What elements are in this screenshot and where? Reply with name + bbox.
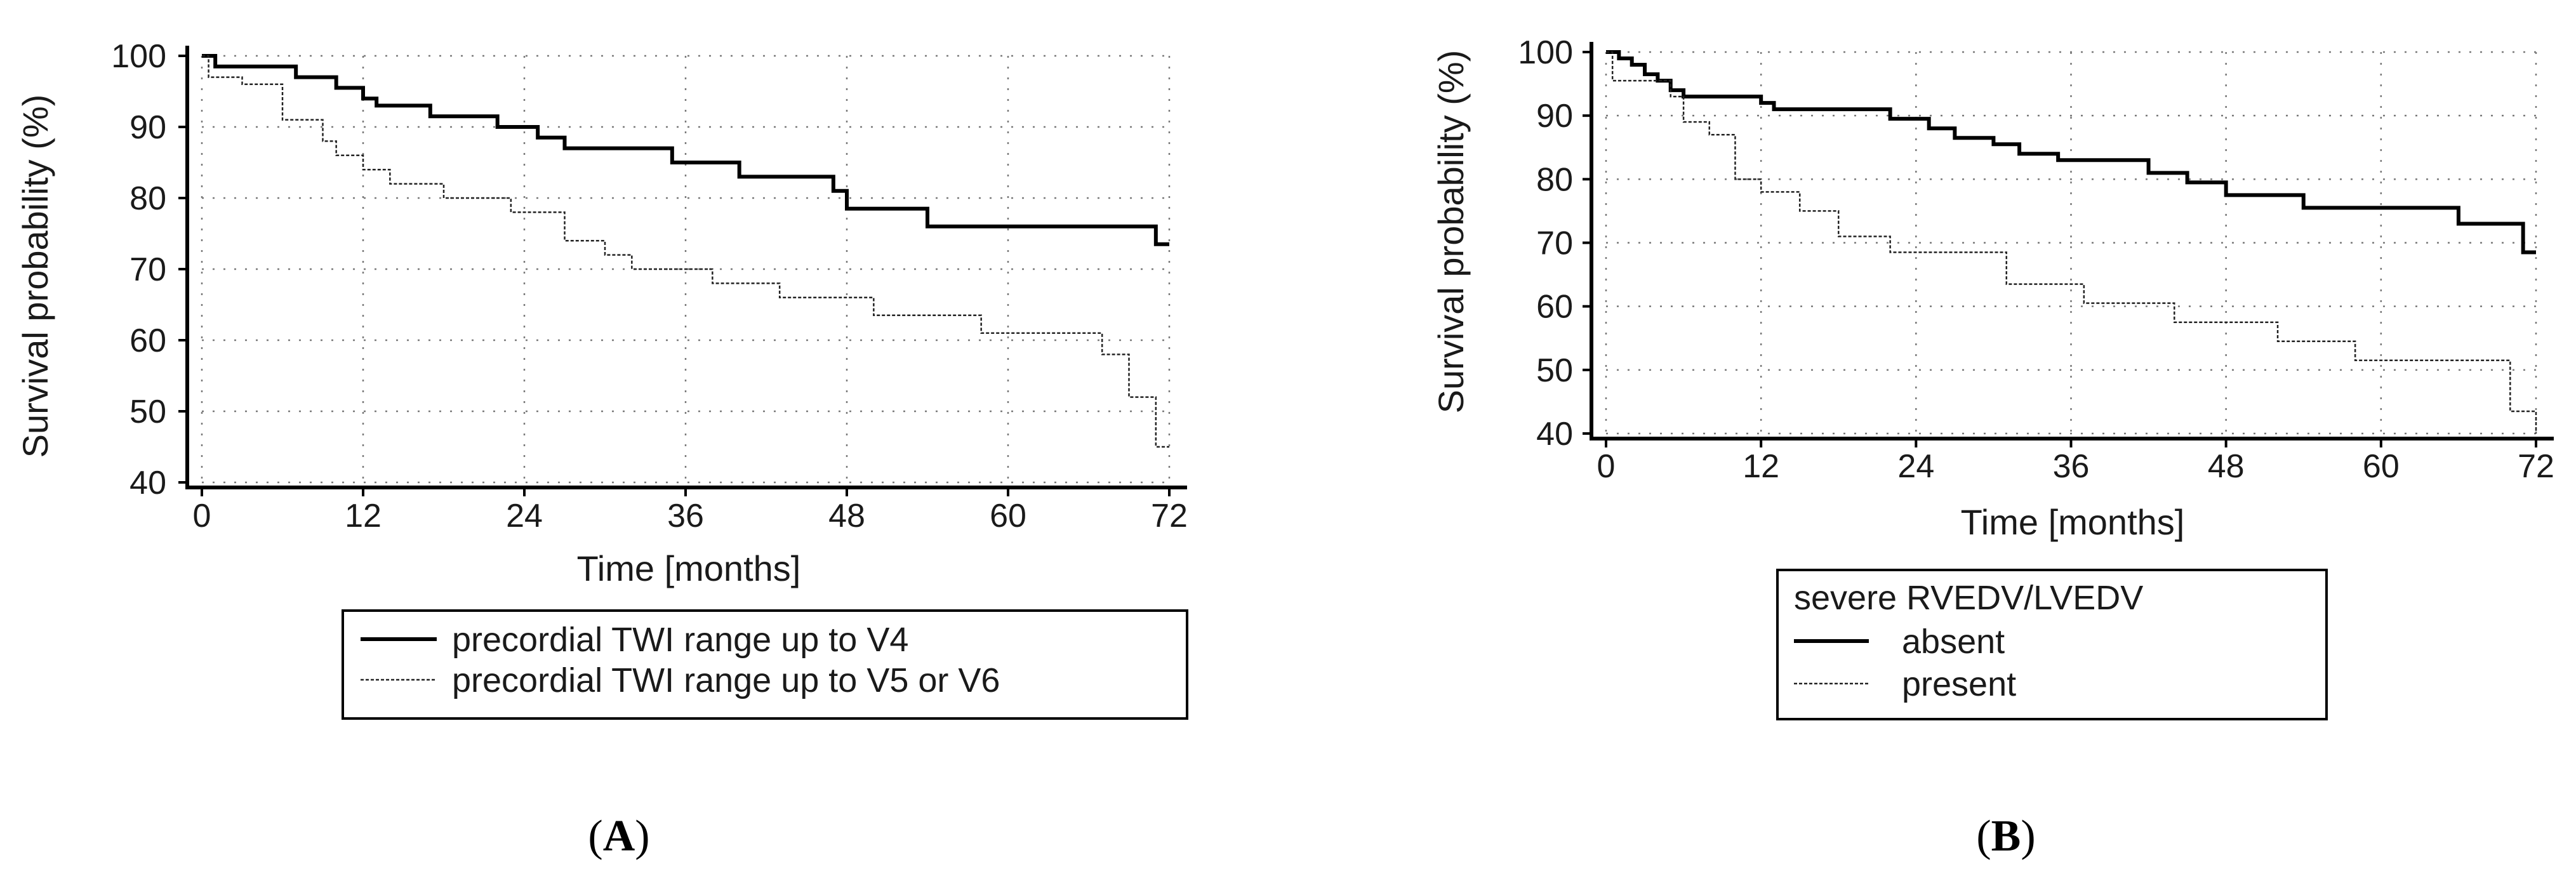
panel-b-y-tick-label: 100 bbox=[1518, 34, 1573, 71]
panel-a-y-tick-label: 70 bbox=[129, 251, 166, 288]
panel-a-y-tick-label: 60 bbox=[129, 322, 166, 359]
panel-b-x-tick-label: 24 bbox=[1897, 448, 1934, 485]
panel-b-y-axis-title: Survival probability (%) bbox=[1431, 50, 1471, 414]
panel-a-legend-box bbox=[342, 609, 1188, 720]
panel-b-y-tick-label: 50 bbox=[1536, 352, 1573, 389]
panel-a-legend: precordial TWI range up to V4 precordial… bbox=[342, 609, 1188, 720]
panel-a-series-dashed-line bbox=[202, 55, 1169, 448]
panel-a-x-tick-label: 36 bbox=[667, 498, 704, 534]
panel-a-y-tick-label: 50 bbox=[129, 394, 166, 430]
panel-a-y-axis-title: Survival probability (%) bbox=[15, 95, 55, 458]
panel-a-x-tick-label: 24 bbox=[506, 498, 543, 534]
panel-b-axes bbox=[1583, 42, 2554, 447]
panel-b-y-tick-label: 40 bbox=[1536, 416, 1573, 453]
panel-a-label: (A) bbox=[588, 812, 649, 861]
panel-a-y-tick-label: 100 bbox=[111, 38, 166, 75]
panel-b-x-tick-label: 0 bbox=[1597, 448, 1616, 485]
panel-b-legend-label-2: present bbox=[1902, 665, 2016, 703]
panel-a-y-tick-label: 40 bbox=[129, 465, 166, 501]
panel-b-series-solid-line bbox=[1606, 50, 2536, 255]
panel-b-series bbox=[1606, 50, 2537, 434]
panel-a-x-tick-label: 12 bbox=[345, 498, 382, 534]
panel-b-chart: 40 50 60 70 80 90 100 0 12 24 36 48 60 72 Time [month… bbox=[1431, 34, 2554, 861]
panel-a-chart: 40 50 60 70 80 90 100 0 12 24 36 48 60 72 Time [month… bbox=[15, 38, 1188, 861]
panel-b-x-tick-label: 72 bbox=[2518, 448, 2554, 485]
panel-a-axes bbox=[178, 46, 1187, 496]
panel-b-x-tick-label: 60 bbox=[2363, 448, 2400, 485]
panel-a-x-axis-title: Time [months] bbox=[577, 548, 801, 588]
panel-a-x-tick-label: 72 bbox=[1151, 498, 1188, 534]
panel-b-label: (B) bbox=[1976, 812, 2035, 861]
panel-b-tick-labels: 40 50 60 70 80 90 100 0 12 24 36 48 60 72 bbox=[1518, 34, 2554, 485]
panel-a-x-tick-label: 48 bbox=[828, 498, 865, 534]
panel-b-legend: severe RVEDV/LVEDV absent present bbox=[1776, 569, 2328, 720]
panel-a-series bbox=[202, 54, 1169, 448]
panel-a-tick-labels: 40 50 60 70 80 90 100 0 12 24 36 48 60 72 bbox=[111, 38, 1188, 534]
panel-b-legend-box bbox=[1776, 569, 2328, 720]
panel-b-series-dashed-line bbox=[1606, 51, 2537, 434]
panel-b-y-tick-label: 70 bbox=[1536, 225, 1573, 262]
panel-a-y-tick-label: 80 bbox=[129, 180, 166, 217]
panel-b-x-tick-label: 12 bbox=[1743, 448, 1779, 485]
panel-b-x-axis-title: Time [months] bbox=[1961, 502, 2185, 542]
panel-b-x-tick-label: 48 bbox=[2208, 448, 2245, 485]
panel-b-y-tick-label: 60 bbox=[1536, 289, 1573, 326]
panel-b-y-tick-label: 80 bbox=[1536, 161, 1573, 198]
panel-b-legend-label-1: absent bbox=[1902, 623, 2005, 661]
panel-b-x-tick-label: 36 bbox=[2053, 448, 2090, 485]
panel-b-gridlines bbox=[1605, 51, 2537, 439]
panel-a-legend-label-2: precordial TWI range up to V5 or V6 bbox=[452, 661, 1000, 699]
panel-a-gridlines bbox=[201, 55, 1171, 487]
panel-a-y-tick-label: 90 bbox=[129, 109, 166, 146]
panel-a-legend-label-1: precordial TWI range up to V4 bbox=[452, 621, 908, 659]
panel-a-x-tick-label: 60 bbox=[990, 498, 1026, 534]
panel-a-x-tick-label: 0 bbox=[193, 498, 211, 534]
panel-b-y-tick-label: 90 bbox=[1536, 98, 1573, 135]
panel-a-series-solid-line bbox=[202, 54, 1169, 246]
panel-b-legend-title: severe RVEDV/LVEDV bbox=[1794, 579, 2143, 617]
